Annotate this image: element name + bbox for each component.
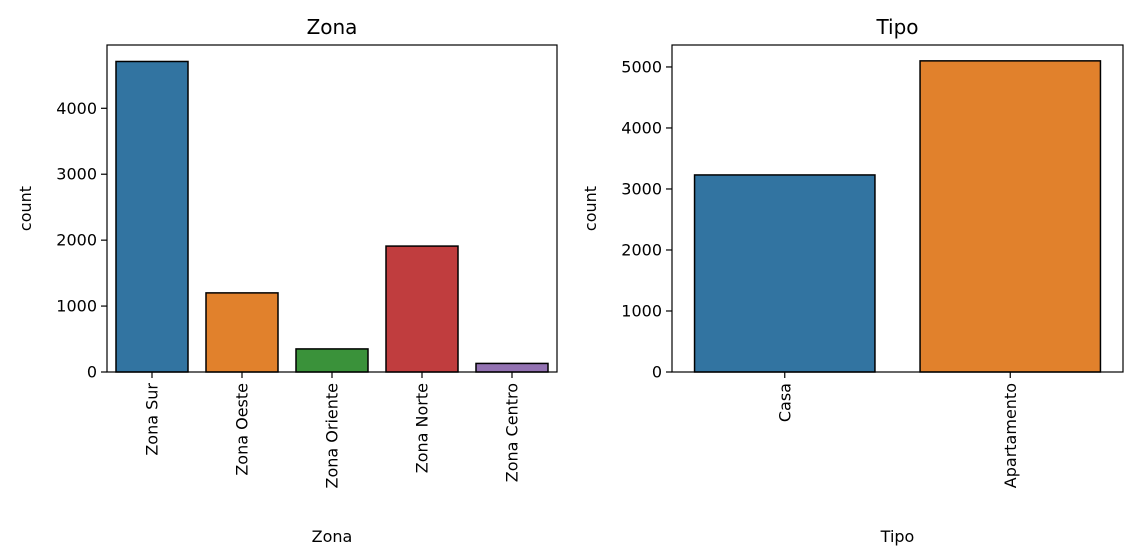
y-tick-label: 0 — [652, 363, 662, 382]
y-tick-label: 2000 — [56, 231, 97, 250]
x-axis-label: Tipo — [880, 527, 915, 546]
y-axis-label: count — [581, 186, 600, 231]
y-tick-label: 4000 — [56, 99, 97, 118]
axes-frame — [671, 44, 1124, 373]
bar-zona-4 — [475, 362, 549, 373]
bar-zona-0 — [115, 60, 189, 373]
x-tick-label: Zona Sur — [143, 383, 162, 456]
x-tick-label: Casa — [775, 383, 794, 422]
x-tick-label: Zona Centro — [503, 383, 522, 482]
bar-tipo-0 — [693, 174, 876, 373]
chart-title: Zona — [307, 15, 358, 39]
chart-zona: Zona 0 1000 2000 3000 4000 Zona Sur Zona Oeste Z… — [16, 15, 558, 546]
bar-tipo-1 — [919, 60, 1102, 373]
y-tick-label: 3000 — [621, 179, 662, 198]
x-axis-label: Zona — [312, 527, 353, 546]
y-tick-label: 5000 — [621, 57, 662, 76]
y-tick-label: 2000 — [621, 240, 662, 259]
y-axis-label: count — [16, 186, 35, 231]
y-tick-label: 0 — [87, 363, 97, 382]
bar-zona-2 — [295, 348, 369, 373]
bar-zona-1 — [205, 292, 279, 373]
x-tick-label: Zona Oeste — [233, 383, 252, 476]
x-tick-label: Apartamento — [1001, 383, 1020, 488]
y-tick-label: 3000 — [56, 165, 97, 184]
chart-title: Tipo — [875, 15, 918, 39]
chart-tipo: Tipo 0 1000 2000 3000 4000 5000 Casa Apartamento… — [581, 15, 1124, 546]
bar-zona-3 — [385, 245, 459, 373]
x-tick-label: Zona Oriente — [323, 383, 342, 489]
y-tick-label: 1000 — [621, 301, 662, 320]
x-tick-label: Zona Norte — [413, 383, 432, 473]
y-tick-label: 1000 — [56, 297, 97, 316]
y-tick-label: 4000 — [621, 118, 662, 137]
